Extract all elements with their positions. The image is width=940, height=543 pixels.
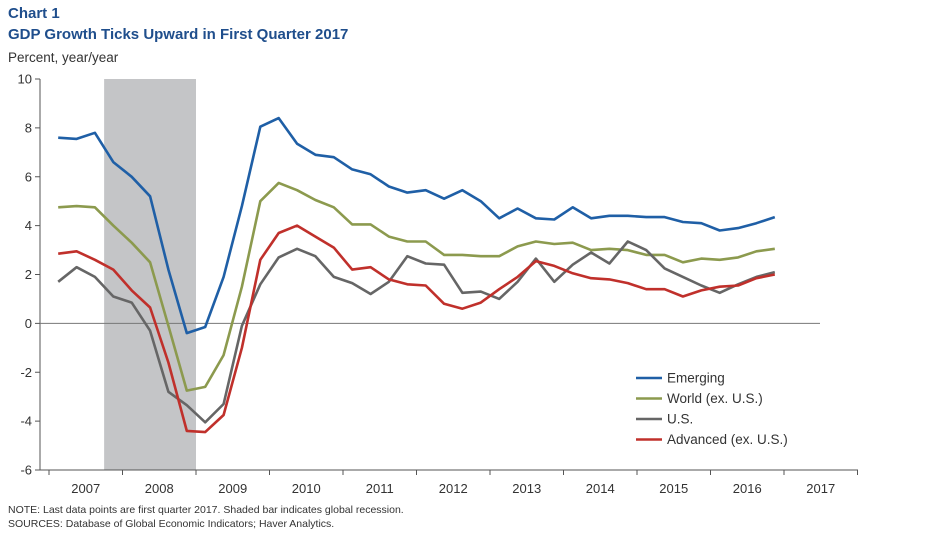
series-line-world-ex-u-s xyxy=(58,181,775,392)
x-tick-label: 2009 xyxy=(218,481,247,496)
legend-label: World (ex. U.S.) xyxy=(667,391,763,406)
x-tick-label: 2007 xyxy=(71,481,100,496)
y-tick-label: 2 xyxy=(25,267,32,282)
chart-title: GDP Growth Ticks Upward in First Quarter… xyxy=(8,26,349,43)
x-tick-label: 2013 xyxy=(512,481,541,496)
y-tick-label: -2 xyxy=(20,365,32,380)
y-axis-unit-label: Percent, year/year xyxy=(8,50,119,65)
x-tick-label: 2016 xyxy=(733,481,762,496)
x-tick-label: 2014 xyxy=(586,481,615,496)
legend-label: Advanced (ex. U.S.) xyxy=(667,432,788,447)
y-tick-label: 4 xyxy=(25,218,32,233)
chart-number: Chart 1 xyxy=(8,5,60,22)
footnote-sources: SOURCES: Database of Global Economic Ind… xyxy=(8,518,335,530)
x-tick-label: 2011 xyxy=(366,481,394,496)
x-tick-label: 2012 xyxy=(439,481,468,496)
y-tick-label: 8 xyxy=(25,120,32,135)
y-tick-label: 0 xyxy=(25,316,32,331)
line-chart: 10 8 6 4 2 0 -2 -4 -6 2007 2008 2009 2010 2011 2012 201… xyxy=(18,72,858,496)
y-tick-label: 6 xyxy=(25,169,32,184)
y-tick-label: 10 xyxy=(18,72,32,87)
x-tick-label: 2010 xyxy=(292,481,321,496)
x-tick-label: 2015 xyxy=(659,481,688,496)
footnote: NOTE: Last data points are first quarter… xyxy=(8,503,404,531)
legend-label: U.S. xyxy=(667,412,693,427)
series-line-advanced-ex-u-s xyxy=(58,224,776,434)
x-tick-label: 2008 xyxy=(145,481,174,496)
series-line-emerging xyxy=(58,116,776,335)
footnote-note: NOTE: Last data points are first quarter… xyxy=(8,504,404,516)
y-tick-label: -4 xyxy=(20,414,32,429)
x-tick-label: 2017 xyxy=(806,481,835,496)
legend-label: Emerging xyxy=(667,371,725,386)
y-tick-label: -6 xyxy=(20,463,32,478)
